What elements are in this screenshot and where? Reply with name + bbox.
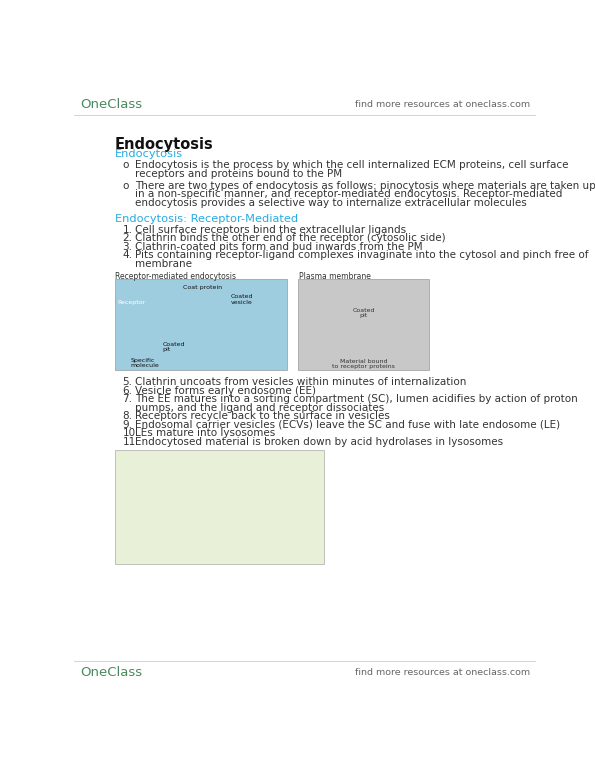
Bar <box>115 279 287 370</box>
Text: Endocytosed material is broken down by acid hydrolases in lysosomes: Endocytosed material is broken down by a… <box>135 437 503 447</box>
Text: Endosomal carrier vesicles (ECVs) leave the SC and fuse with late endosome (LE): Endosomal carrier vesicles (ECVs) leave … <box>135 420 560 430</box>
Text: o: o <box>123 181 129 191</box>
Text: The EE matures into a sorting compartment (SC), lumen acidifies by action of pro: The EE matures into a sorting compartmen… <box>135 394 578 404</box>
Text: Cell surface receptors bind the extracellular ligands: Cell surface receptors bind the extracel… <box>135 225 406 235</box>
Text: Endocytosis is the process by which the cell internalized ECM proteins, cell sur: Endocytosis is the process by which the … <box>135 160 568 170</box>
Text: 3.: 3. <box>123 242 133 252</box>
Text: find more resources at oneclass.com: find more resources at oneclass.com <box>355 668 530 678</box>
Text: Endocytosis: Endocytosis <box>115 137 214 152</box>
Text: o: o <box>123 160 129 170</box>
Text: 10.: 10. <box>123 428 139 438</box>
Text: Receptor-mediated endocytosis: Receptor-mediated endocytosis <box>115 272 236 281</box>
Text: OneClass: OneClass <box>80 667 143 679</box>
Text: 8.: 8. <box>123 411 133 421</box>
Text: in a non-specific manner, and receptor-mediated endocytosis. Receptor-mediated: in a non-specific manner, and receptor-m… <box>135 189 562 199</box>
Text: Receptors recycle back to the surface in vesicles: Receptors recycle back to the surface in… <box>135 411 390 421</box>
Text: 4.: 4. <box>123 250 133 260</box>
Bar <box>115 450 324 564</box>
Text: Plasma membrane: Plasma membrane <box>299 272 371 281</box>
Text: to receptor proteins: to receptor proteins <box>332 364 395 369</box>
Text: Pits containing receptor-ligand complexes invaginate into the cytosol and pinch : Pits containing receptor-ligand complexe… <box>135 250 588 260</box>
Text: Endocytosis: Endocytosis <box>115 149 183 159</box>
Text: 9.: 9. <box>123 420 133 430</box>
Text: Vesicle forms early endosome (EE): Vesicle forms early endosome (EE) <box>135 386 316 396</box>
Text: Receptor: Receptor <box>118 300 146 305</box>
Text: Clathrin uncoats from vesicles within minutes of internalization: Clathrin uncoats from vesicles within mi… <box>135 377 466 387</box>
Text: endocytosis provides a selective way to internalize extracellular molecules: endocytosis provides a selective way to … <box>135 198 527 208</box>
Text: 1.: 1. <box>123 225 133 235</box>
Text: 6.: 6. <box>123 386 133 396</box>
Text: Endocytosis: Receptor-Mediated: Endocytosis: Receptor-Mediated <box>115 214 298 224</box>
Text: 11.: 11. <box>123 437 139 447</box>
Text: Clathrin binds the other end of the receptor (cytosolic side): Clathrin binds the other end of the rece… <box>135 233 446 243</box>
Text: pit: pit <box>359 313 368 318</box>
Text: Specific: Specific <box>130 358 155 363</box>
Text: pit: pit <box>162 347 171 352</box>
Text: Coat protein: Coat protein <box>183 285 222 290</box>
Text: receptors and proteins bound to the PM: receptors and proteins bound to the PM <box>135 169 342 179</box>
Text: 5.: 5. <box>123 377 133 387</box>
Text: Coated: Coated <box>162 342 185 346</box>
Text: membrane: membrane <box>135 259 192 269</box>
Text: OneClass: OneClass <box>80 99 143 111</box>
Text: Clathrin-coated pits form and bud inwards from the PM: Clathrin-coated pits form and bud inward… <box>135 242 422 252</box>
Text: 7.: 7. <box>123 394 133 404</box>
Text: LEs mature into lysosomes: LEs mature into lysosomes <box>135 428 275 438</box>
Text: There are two types of endocytosis as follows: pinocytosis where materials are t: There are two types of endocytosis as fo… <box>135 181 595 191</box>
Bar <box>298 279 430 370</box>
Text: Coated: Coated <box>352 308 375 313</box>
Text: 2.: 2. <box>123 233 133 243</box>
Text: Material bound: Material bound <box>340 359 387 363</box>
Text: find more resources at oneclass.com: find more resources at oneclass.com <box>355 100 530 109</box>
Text: Coated: Coated <box>231 294 253 299</box>
Text: molecule: molecule <box>130 363 159 368</box>
Text: vesicle: vesicle <box>231 300 253 304</box>
Text: pumps, and the ligand and receptor dissociates: pumps, and the ligand and receptor disso… <box>135 403 384 413</box>
